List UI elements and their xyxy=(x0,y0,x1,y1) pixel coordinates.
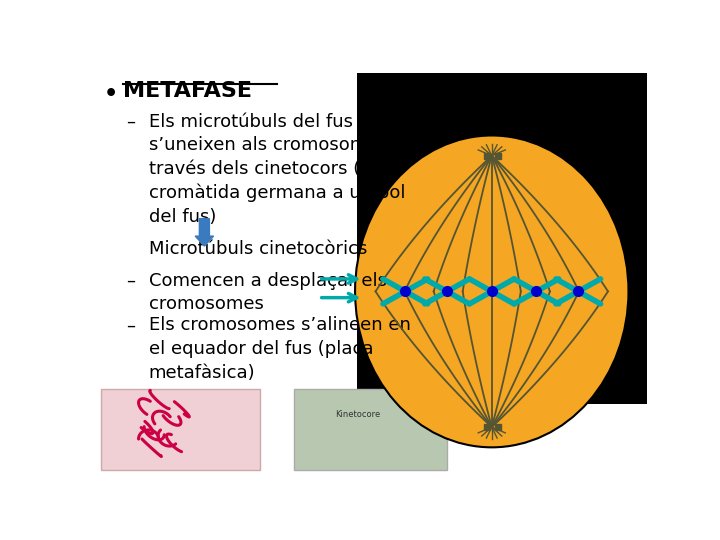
Bar xyxy=(356,73,647,404)
Bar xyxy=(101,389,260,470)
Text: –: – xyxy=(126,316,135,334)
Bar xyxy=(294,389,447,470)
Text: •: • xyxy=(104,84,118,104)
Text: Comencen a desplaçar els
cromosomes: Comencen a desplaçar els cromosomes xyxy=(148,272,387,313)
Text: Kinetocore: Kinetocore xyxy=(336,410,381,419)
Text: Els microtúbuls del fus
s’uneixen als cromosomes a
través dels cinetocors (cada
: Els microtúbuls del fus s’uneixen als cr… xyxy=(148,113,405,226)
Text: Els cromosomes s’alineen en
el equador del fus (placa
metafàsica): Els cromosomes s’alineen en el equador d… xyxy=(148,316,410,382)
Ellipse shape xyxy=(355,136,629,447)
FancyArrow shape xyxy=(195,219,214,246)
Text: –: – xyxy=(126,272,135,290)
Text: Microtúbuls cinetocòrics: Microtúbuls cinetocòrics xyxy=(148,240,367,258)
Text: METAFASE: METAFASE xyxy=(124,80,253,100)
Text: –: – xyxy=(126,113,135,131)
